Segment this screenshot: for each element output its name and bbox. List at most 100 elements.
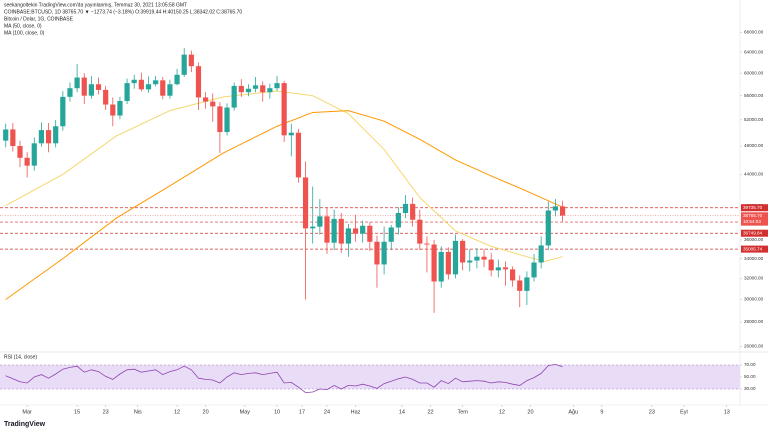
- candle-body: [467, 260, 473, 263]
- candle-body: [395, 212, 401, 228]
- candle-body: [317, 216, 323, 227]
- x-tick-label: 13: [724, 409, 730, 415]
- candle-body: [481, 256, 487, 260]
- x-tick-label: 20: [203, 409, 209, 415]
- y-tick-label: 68000.00: [744, 30, 764, 35]
- x-tick-label: Haz: [351, 409, 361, 415]
- candle-body: [502, 267, 509, 270]
- chart-title: Bitcoin / Dolar, 1G, COINBASE: [4, 16, 74, 22]
- y-tick-label: 64000.00: [744, 49, 764, 54]
- candle-body: [510, 269, 516, 281]
- candle-body: [381, 241, 387, 265]
- level-label: 39735.70: [743, 205, 763, 210]
- candle-body: [245, 88, 252, 93]
- candle-body: [138, 79, 144, 90]
- candle-body: [552, 206, 559, 211]
- candle-body: [495, 267, 501, 271]
- x-tick-label: Tem: [457, 409, 468, 415]
- candle-body: [288, 132, 294, 136]
- candle-body: [153, 80, 159, 85]
- y-tick-label: 44000.00: [744, 172, 764, 177]
- candle-body: [281, 83, 287, 136]
- candle-body: [224, 107, 230, 133]
- x-tick-label: 14: [399, 409, 405, 415]
- candle-body: [67, 88, 73, 97]
- candle-body: [360, 225, 366, 234]
- y-tick-label: 56000.00: [744, 93, 764, 98]
- candle-body: [267, 88, 273, 93]
- x-tick-label: 23: [103, 409, 109, 415]
- candle-body: [417, 219, 423, 244]
- x-tick-label: Eyl: [680, 409, 688, 415]
- last-price-tag: [741, 212, 768, 226]
- x-tick-label: 12: [174, 409, 180, 415]
- candle-body: [352, 228, 359, 234]
- candle-body: [531, 262, 537, 278]
- candle-body: [10, 129, 16, 147]
- candle-body: [488, 259, 494, 271]
- candle-body: [53, 126, 59, 144]
- x-tick-label: Ağu: [568, 409, 578, 415]
- x-tick-label: 23: [649, 409, 655, 415]
- candle-body: [3, 129, 9, 141]
- candle-body: [124, 83, 130, 101]
- candle-body: [117, 100, 123, 116]
- candle-body: [410, 203, 416, 220]
- candle-body: [174, 74, 180, 85]
- rsi-band: [0, 365, 740, 389]
- candle-body: [517, 280, 523, 291]
- candle-body: [524, 277, 530, 291]
- candle-body: [452, 240, 459, 275]
- candle-body: [95, 84, 102, 90]
- y-tick-label: 26000.00: [744, 343, 764, 348]
- candle-body: [210, 101, 216, 107]
- candle-body: [103, 89, 109, 105]
- candle-body: [252, 85, 259, 89]
- level-label: 36749.84: [743, 230, 763, 235]
- candle-body: [188, 54, 194, 67]
- x-tick-label: 20: [527, 409, 533, 415]
- candle-body: [324, 216, 330, 243]
- candle-body: [424, 243, 430, 245]
- y-tick-label: 32000.00: [744, 276, 764, 281]
- level-tag: [741, 204, 768, 212]
- rsi-y-tick-label: 30.00: [744, 386, 756, 391]
- candle-body: [231, 85, 237, 108]
- candle-body: [274, 83, 280, 89]
- candle-body: [88, 84, 94, 96]
- candle-body: [388, 227, 394, 242]
- candle-body: [559, 206, 566, 216]
- candle-body: [110, 104, 116, 116]
- x-tick-label: 22: [427, 409, 433, 415]
- candle-body: [374, 241, 380, 265]
- candle-body: [538, 245, 544, 263]
- candle-body: [217, 106, 223, 133]
- x-tick-label: 24: [324, 409, 330, 415]
- y-tick-label: 48000.00: [744, 143, 764, 148]
- candle-body: [545, 210, 551, 246]
- last-price-label: 38765.70: [743, 213, 763, 218]
- x-tick-label: 9: [600, 409, 603, 415]
- candle-body: [474, 256, 480, 261]
- candle-body: [181, 54, 187, 75]
- y-tick-label: 60000.00: [744, 70, 764, 75]
- candle-body: [17, 146, 23, 158]
- brand: TradingView: [4, 421, 46, 428]
- candle-body: [295, 132, 302, 178]
- x-tick-label: 15: [74, 409, 80, 415]
- candle-body: [131, 79, 137, 84]
- candle-body: [24, 157, 30, 166]
- y-tick-label: 36000.00: [744, 237, 764, 242]
- candle-body: [160, 80, 166, 96]
- candle-body: [310, 226, 316, 229]
- x-tick-label: Nis: [134, 409, 142, 415]
- candle-body: [402, 203, 409, 213]
- y-tick-label: 28000.00: [744, 319, 764, 324]
- candle-body: [145, 84, 152, 90]
- candle-body: [345, 228, 352, 244]
- candle-body: [167, 84, 173, 96]
- x-tick-label: 17: [299, 409, 305, 415]
- moving-average-line: [5, 110, 563, 300]
- candle-body: [338, 218, 344, 244]
